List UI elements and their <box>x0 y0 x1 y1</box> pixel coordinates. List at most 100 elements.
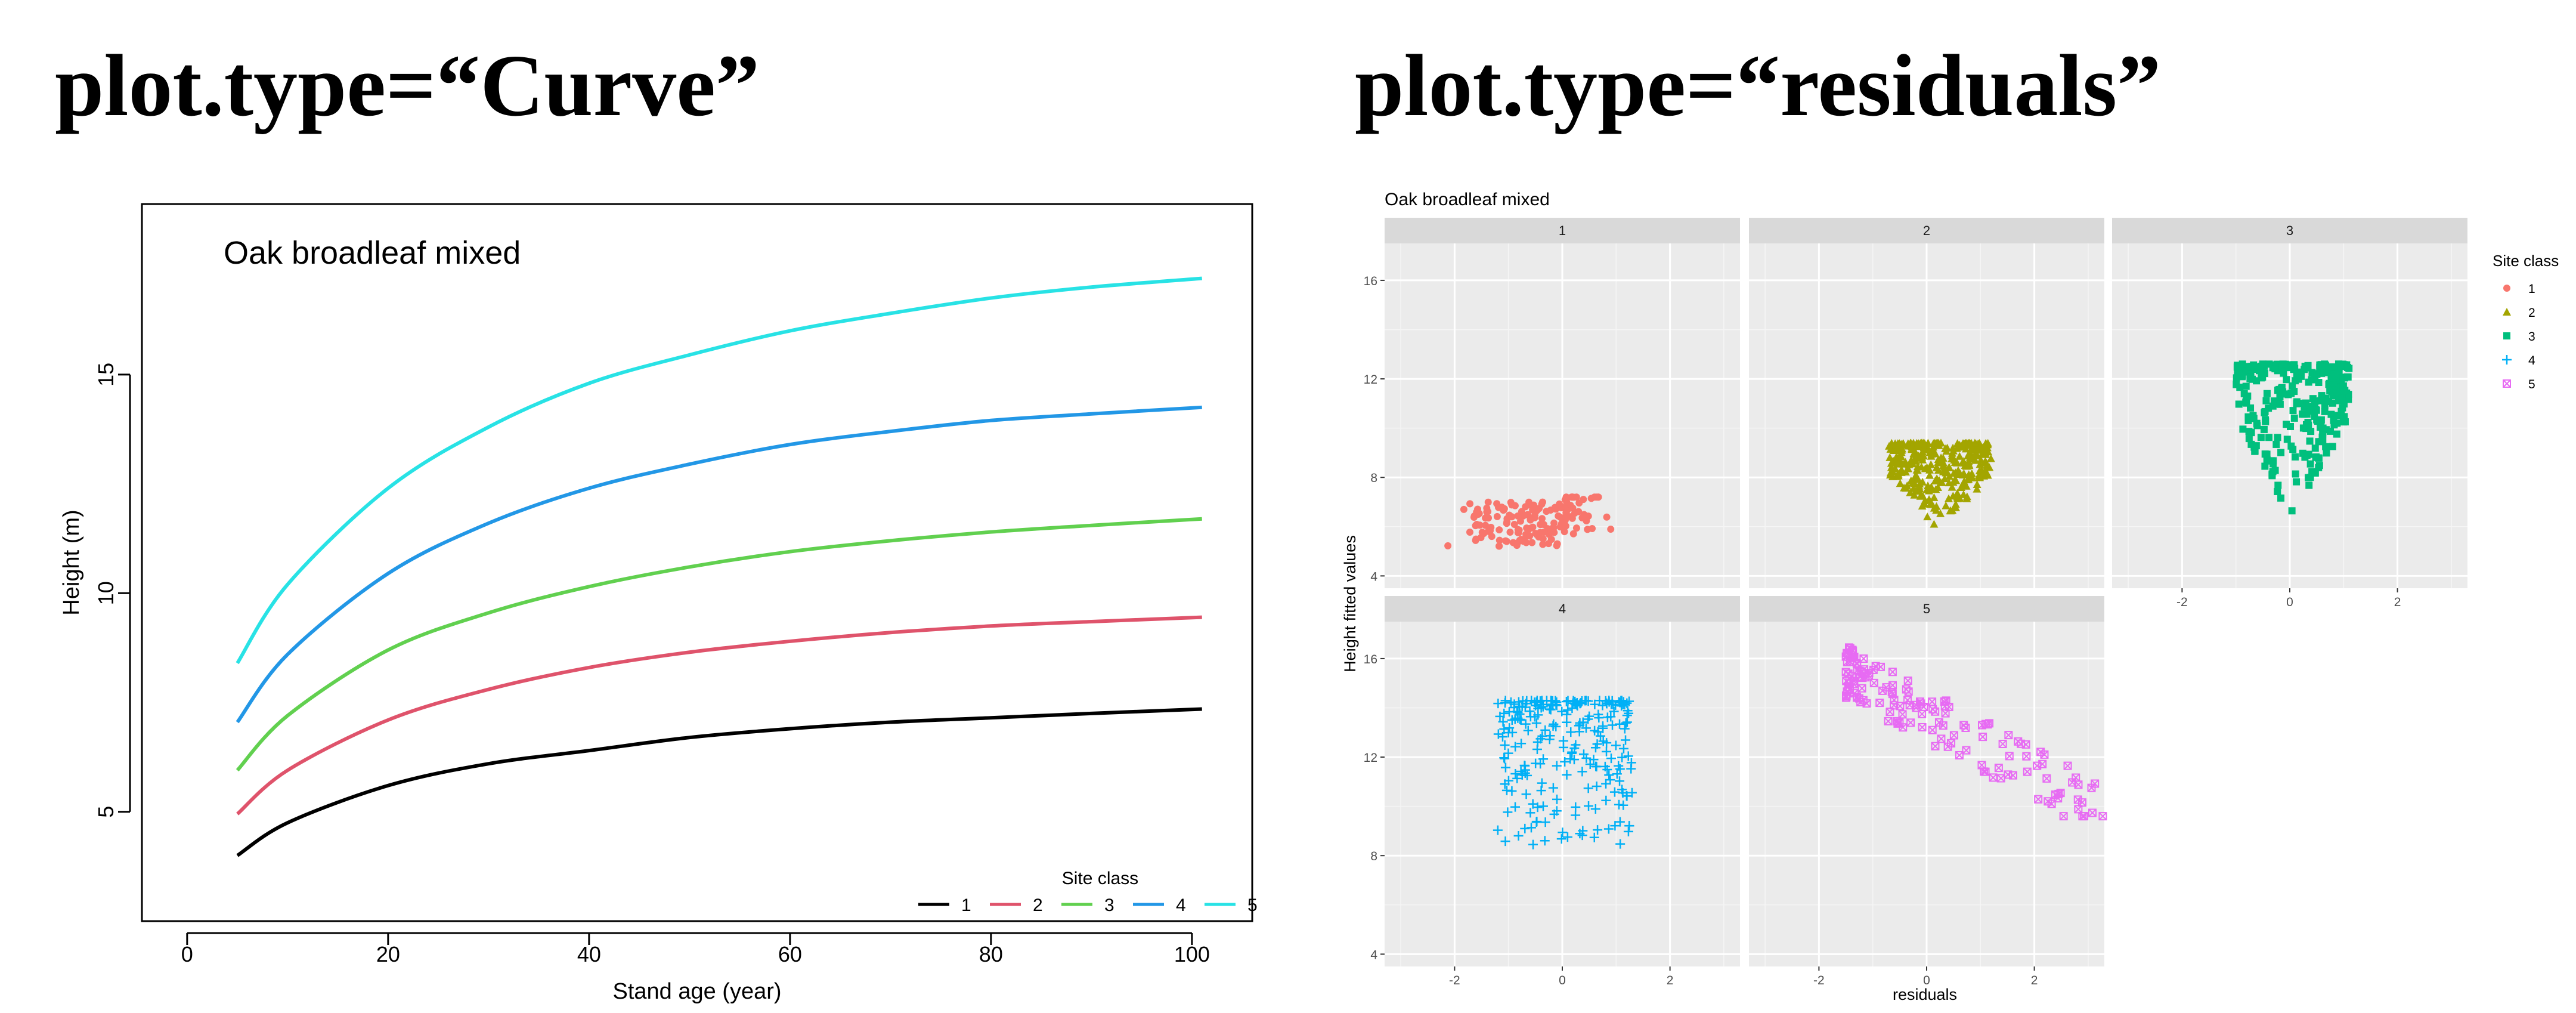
residual-point <box>1958 470 1967 478</box>
residual-point <box>2051 790 2060 799</box>
residual-point <box>1892 452 1901 461</box>
residual-point <box>1886 444 1895 453</box>
residual-point <box>1611 740 1621 751</box>
residual-point <box>1934 438 1943 447</box>
x-tick-label: -2 <box>2176 595 2188 609</box>
residual-point <box>1518 696 1528 706</box>
residual-point <box>1506 511 1513 519</box>
residual-point <box>2304 419 2312 427</box>
residual-point <box>1952 476 1961 484</box>
panel-background <box>1749 243 2104 588</box>
residual-point <box>1901 458 1910 466</box>
residual-point <box>1945 702 1953 711</box>
residual-point <box>1845 675 1854 684</box>
residual-point <box>1964 475 1973 483</box>
residual-point <box>1928 705 1937 714</box>
residual-point <box>2327 410 2335 418</box>
residual-point <box>1515 709 1525 719</box>
residual-point <box>2268 457 2275 465</box>
residual-point <box>2233 381 2240 388</box>
residual-point <box>2247 429 2255 437</box>
residual-point <box>2329 363 2336 371</box>
residual-point <box>2330 419 2338 427</box>
residual-point <box>1598 736 1608 746</box>
residual-point <box>2287 442 2295 450</box>
residual-point <box>1583 517 1590 524</box>
residual-point <box>2248 375 2256 383</box>
residual-point <box>1519 538 1527 545</box>
residual-point <box>1618 697 1628 707</box>
residual-point <box>2073 795 2082 804</box>
residual-point <box>1609 787 1620 797</box>
residual-point <box>1593 727 1603 737</box>
residual-point <box>1922 485 1931 493</box>
residual-point <box>2256 367 2264 375</box>
residual-point <box>2279 388 2287 396</box>
residual-point <box>2275 385 2283 393</box>
residual-point <box>2330 421 2338 429</box>
residual-point <box>1585 759 1595 769</box>
residual-point <box>1846 644 1854 653</box>
residual-point <box>2503 379 2511 388</box>
residual-point <box>1921 444 1930 453</box>
residual-point <box>1622 717 1632 727</box>
residual-point <box>1936 438 1945 447</box>
residual-point <box>1887 438 1896 447</box>
residual-point <box>1566 513 1574 521</box>
residual-point <box>1472 535 1480 543</box>
residual-point <box>1606 753 1616 764</box>
residual-point <box>1962 462 1971 470</box>
residual-point <box>2338 373 2346 381</box>
residual-point <box>1931 438 1940 447</box>
residual-point <box>2283 363 2290 371</box>
residual-point <box>2087 783 2096 792</box>
residual-point <box>2322 362 2330 370</box>
residual-point <box>1514 539 1522 546</box>
residual-point <box>1525 712 1535 722</box>
residual-point <box>2330 391 2338 399</box>
residual-point <box>2034 795 2043 804</box>
residual-point <box>1532 737 1543 747</box>
residual-point <box>1849 646 1857 655</box>
residual-point <box>1527 516 1534 524</box>
residual-point <box>1536 786 1546 796</box>
residual-point <box>1527 515 1534 523</box>
residual-point <box>1574 721 1584 731</box>
residual-point <box>1903 677 1912 685</box>
residual-point <box>1500 753 1510 764</box>
residual-point <box>2317 361 2325 369</box>
residual-point <box>1508 501 1516 509</box>
residuals-legend-label: 2 <box>2528 306 2535 320</box>
residual-point <box>1575 499 1583 507</box>
residual-point <box>1895 718 1904 727</box>
residual-point <box>2276 365 2284 373</box>
residual-point <box>1891 443 1900 451</box>
residual-point <box>2317 397 2325 404</box>
residual-point <box>2268 470 2276 478</box>
residual-point <box>1552 505 1560 513</box>
residual-point <box>1550 529 1558 536</box>
residual-point <box>1952 444 1961 452</box>
residual-point <box>1968 452 1977 461</box>
residual-point <box>2271 467 2279 474</box>
residual-point <box>1484 508 1492 515</box>
residual-point <box>2329 372 2336 379</box>
residual-point <box>1566 502 1574 509</box>
residual-point <box>2299 424 2307 432</box>
residual-point <box>1583 783 1593 793</box>
residual-point <box>1897 446 1906 454</box>
residual-point <box>2247 363 2255 371</box>
residual-point <box>1568 493 1575 501</box>
residual-point <box>1475 509 1483 517</box>
residual-point <box>1924 446 1933 454</box>
x-tick-label: 0 <box>1923 974 1930 987</box>
residual-point <box>1919 438 1928 447</box>
residual-point <box>1903 439 1912 447</box>
residual-point <box>1493 500 1501 508</box>
residual-point <box>2287 362 2295 370</box>
curve-plot-heading: plot.type=“Curve” <box>55 37 760 135</box>
residual-point <box>1551 721 1561 731</box>
residual-point <box>1548 783 1558 793</box>
residual-point <box>1965 440 1974 449</box>
residual-point <box>1857 667 1866 676</box>
